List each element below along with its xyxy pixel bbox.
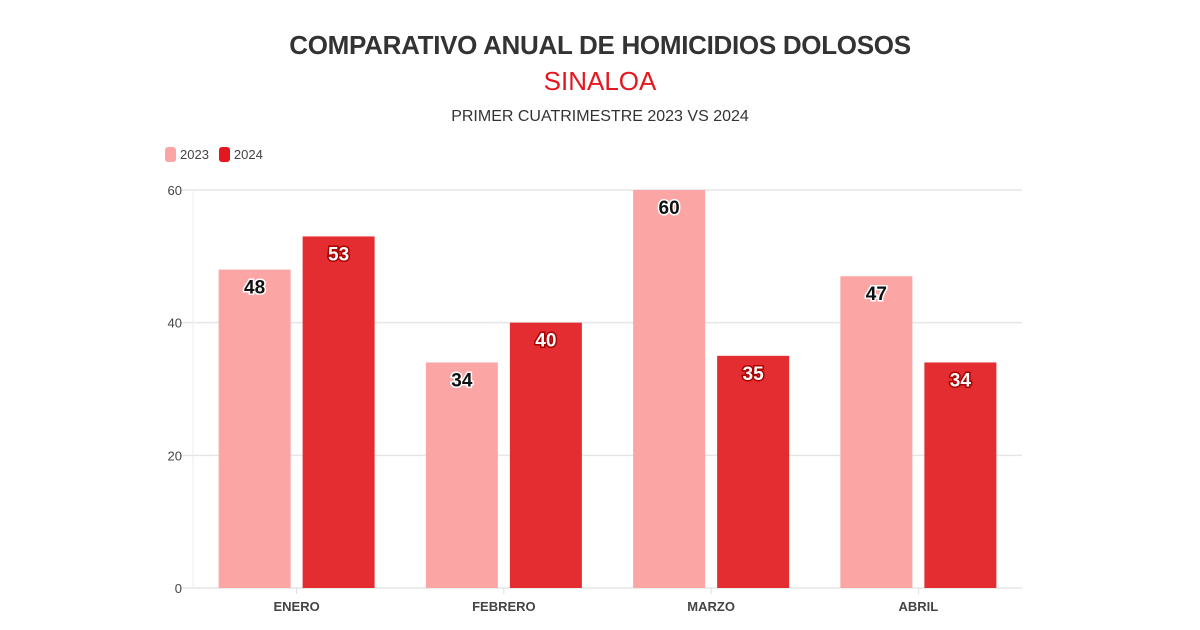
y-tick-label: 20 [168, 448, 182, 463]
bar-2024-marzo [717, 355, 790, 588]
x-tick-label: ENERO [274, 599, 320, 614]
chart-subtitle: SINALOA [543, 66, 657, 96]
legend-item-2023[interactable]: 2023 [165, 147, 209, 162]
y-tick-label: 60 [168, 183, 182, 198]
data-label: 34 [451, 370, 473, 391]
chart-subtitle-period: PRIMER CUATRIMESTRE 2023 VS 2024 [451, 108, 749, 125]
bar-2023-abril [840, 276, 913, 588]
bar-2024-febrero [509, 322, 582, 588]
bar-2023-enero [218, 269, 291, 588]
bar-2024-abril [924, 362, 997, 588]
legend-swatch [165, 147, 176, 162]
chart-title: COMPARATIVO ANUAL DE HOMICIDIOS DOLOSOS [289, 30, 911, 60]
data-label: 48 [244, 278, 265, 299]
x-tick-label: ABRIL [899, 599, 939, 614]
bar-2024-enero [302, 236, 375, 588]
legend-item-2024[interactable]: 2024 [218, 147, 263, 162]
data-label: 34 [950, 370, 972, 391]
data-label: 40 [535, 331, 556, 352]
data-label: 35 [743, 364, 765, 385]
y-tick-label: 0 [175, 581, 182, 596]
x-tick-label: MARZO [687, 599, 735, 614]
y-tick-label: 40 [168, 316, 182, 331]
bar-2023-marzo [633, 190, 706, 588]
data-label: 47 [866, 284, 887, 305]
data-label: 53 [328, 244, 349, 265]
legend-label: 2023 [180, 147, 209, 162]
x-tick-label: FEBRERO [472, 599, 536, 614]
legend: 2023 2024 [165, 147, 263, 162]
bar-2023-febrero [425, 362, 498, 588]
legend-swatch [218, 147, 230, 162]
legend-label: 2024 [233, 147, 263, 162]
data-label: 60 [659, 198, 680, 219]
